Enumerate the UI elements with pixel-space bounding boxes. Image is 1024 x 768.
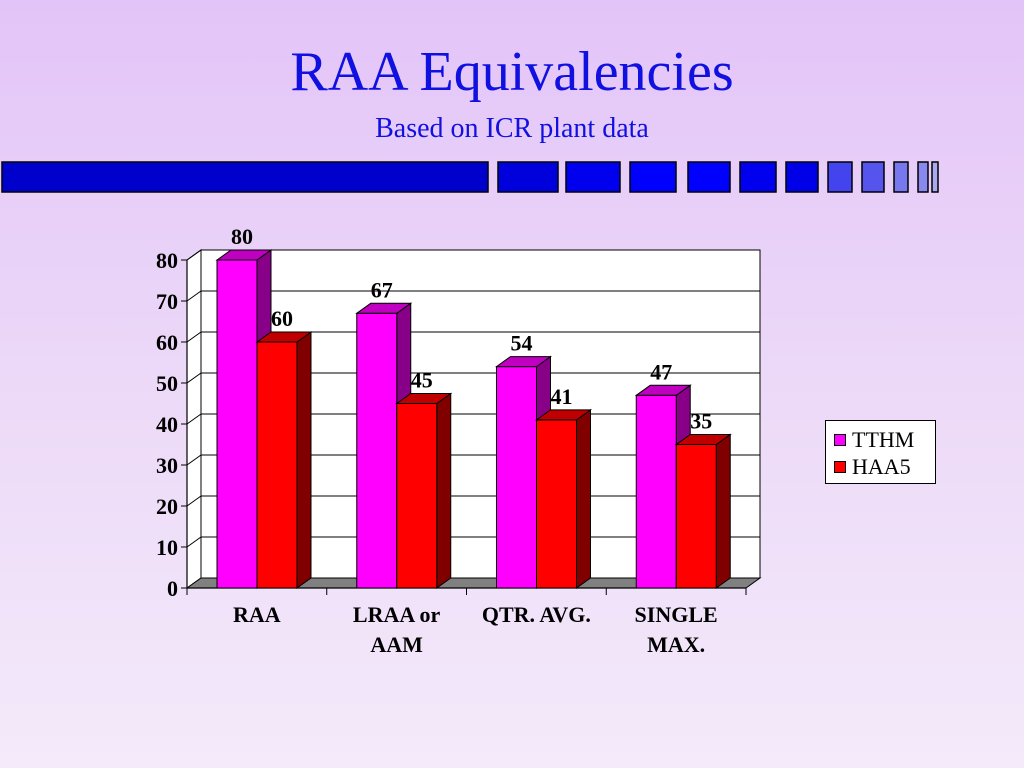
bar-front-face — [256, 341, 298, 589]
data-label-tthm: 80 — [231, 224, 253, 249]
y-tick-label: 10 — [156, 535, 178, 560]
data-label-tthm: 54 — [511, 331, 533, 356]
data-labels: 80 67 54 47 60 45 41 35 — [231, 224, 712, 434]
data-label-haa5: 60 — [271, 306, 293, 331]
y-tick-label: 40 — [156, 412, 178, 437]
data-label-haa5: 35 — [690, 409, 712, 434]
gridline-side — [186, 290, 202, 302]
x-category-label: SINGLE — [635, 602, 718, 627]
y-tick-label: 30 — [156, 453, 178, 478]
legend-item-haa5: HAA5 — [834, 453, 935, 480]
y-tick-label: 70 — [156, 289, 178, 314]
gridline-side — [186, 331, 202, 343]
data-label-haa5: 41 — [551, 384, 573, 409]
x-axis: RAA LRAA or AAM QTR. AVG. SINGLE MAX. — [186, 587, 747, 657]
bar-front-face — [536, 419, 577, 589]
bar-haa5 — [395, 392, 453, 589]
bars — [215, 249, 732, 589]
gridline-side — [186, 372, 202, 384]
legend-item-tthm: TTHM — [834, 426, 935, 453]
decorative-block — [1, 161, 489, 193]
bar-front-face — [216, 259, 258, 589]
decorative-block — [565, 161, 621, 193]
x-category-label: MAX. — [647, 632, 705, 657]
bar-top-face — [215, 249, 273, 261]
bar-side-face — [436, 392, 452, 589]
bar-haa5 — [674, 433, 732, 589]
y-tick-label: 80 — [156, 248, 178, 273]
decorative-block — [931, 161, 939, 193]
bar-side-face — [576, 408, 591, 589]
bar-front-face — [356, 312, 398, 589]
x-category-label: AAM — [370, 632, 423, 657]
gridline-side — [186, 495, 202, 507]
y-tick-label: 60 — [156, 330, 178, 355]
decorative-block — [739, 161, 777, 193]
slide-subtitle: Based on ICR plant data — [375, 113, 649, 144]
decorative-block — [785, 161, 819, 193]
legend-swatch-tthm — [834, 433, 846, 446]
data-label-tthm: 47 — [650, 359, 672, 384]
x-category-label: RAA — [233, 602, 281, 627]
bar-top-face — [534, 409, 593, 421]
bar-top-face — [355, 302, 413, 314]
legend-swatch-haa5 — [834, 460, 846, 473]
legend-label-haa5: HAA5 — [852, 453, 911, 479]
bar-front-face — [396, 403, 438, 589]
bar-top-face — [634, 384, 692, 396]
x-category-label: QTR. AVG. — [482, 602, 591, 627]
decorative-block — [827, 161, 853, 193]
bar-side-face — [296, 331, 312, 589]
bar-front-face — [635, 394, 677, 589]
y-tick-label: 20 — [156, 494, 178, 519]
slide-title: RAA Equivalencies — [290, 41, 734, 103]
bar-top-face — [255, 331, 313, 343]
bar-front-face — [496, 366, 537, 589]
bar-top-face — [674, 434, 732, 445]
bar-haa5 — [255, 331, 313, 589]
legend-label-tthm: TTHM — [852, 426, 915, 452]
gridline-side — [186, 413, 202, 425]
bar-haa5 — [534, 408, 593, 589]
bar-top-face — [395, 393, 453, 404]
decorative-block-bar — [1, 161, 939, 193]
decorative-block — [917, 161, 929, 193]
data-label-haa5: 45 — [411, 368, 433, 393]
y-tick-label: 0 — [167, 576, 178, 601]
decorative-block — [629, 161, 677, 193]
x-category-label: LRAA or — [353, 602, 441, 627]
decorative-block — [687, 161, 731, 193]
chart-legend: TTHM HAA5 — [825, 420, 936, 484]
gridline-side — [186, 454, 202, 466]
y-tick-label: 50 — [156, 371, 178, 396]
decorative-block — [861, 161, 885, 193]
y-axis: 0 10 20 30 40 50 60 70 80 — [156, 248, 188, 601]
decorative-block — [893, 161, 909, 193]
gridline-side — [186, 249, 202, 261]
data-label-tthm: 67 — [371, 277, 393, 302]
decorative-block — [497, 161, 559, 193]
bar-front-face — [675, 444, 717, 589]
bar-top-face — [494, 356, 553, 368]
gridline-side — [186, 536, 202, 548]
bar-side-face — [715, 433, 731, 589]
